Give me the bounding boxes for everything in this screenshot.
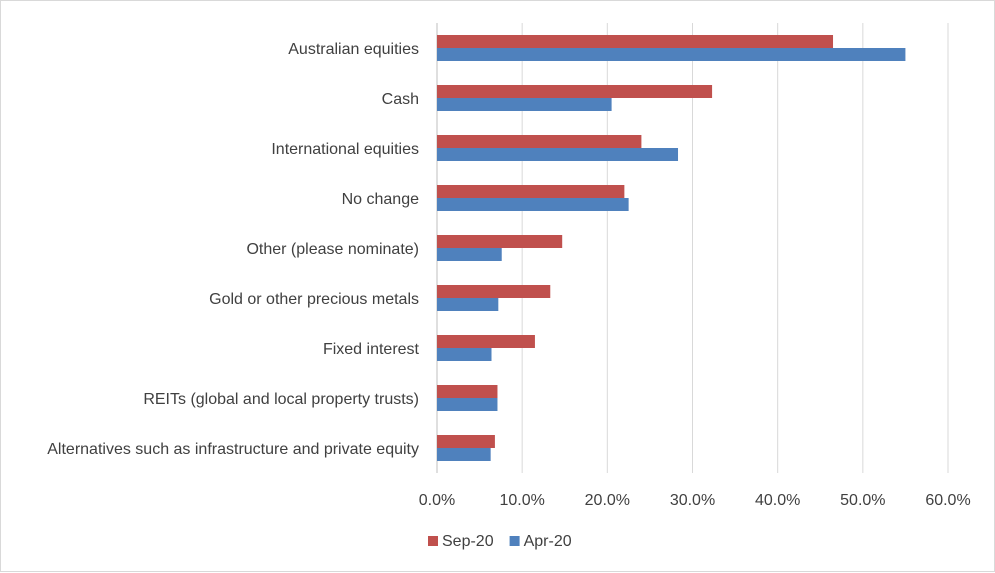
bar-apr-20 [437, 298, 499, 311]
bar-apr-20 [437, 198, 629, 211]
bar-apr-20 [437, 248, 502, 261]
category-label: Cash [382, 91, 419, 108]
bar-sep-20 [437, 35, 834, 48]
bar-sep-20 [437, 385, 498, 398]
x-tick-label: 10.0% [499, 492, 544, 509]
bars [437, 35, 906, 461]
x-tick-labels: 0.0% 10.0% 20.0% 30.0% 40.0% 50.0% 60.0% [419, 492, 971, 509]
legend-swatch [428, 536, 438, 546]
bar-apr-20 [437, 48, 906, 61]
bar-apr-20 [437, 348, 492, 361]
x-tick-label: 20.0% [585, 492, 630, 509]
legend-label: Sep-20 [442, 533, 494, 550]
category-label: REITs (global and local property trusts) [143, 391, 419, 408]
bar-sep-20 [437, 85, 713, 98]
x-tick-label: 40.0% [755, 492, 800, 509]
bar-sep-20 [437, 235, 563, 248]
x-tick-label: 50.0% [840, 492, 885, 509]
legend: Sep-20 Apr-20 [428, 533, 572, 550]
category-label: Other (please nominate) [246, 241, 419, 258]
legend-swatch [509, 536, 520, 546]
category-label: No change [342, 191, 419, 208]
category-label: Alternatives such as infrastructure and … [47, 441, 419, 458]
category-label: Fixed interest [323, 341, 420, 358]
bar-apr-20 [437, 398, 498, 411]
x-tick-label: 0.0% [419, 492, 455, 509]
category-label: International equities [271, 141, 419, 158]
bar-sep-20 [437, 185, 625, 198]
bar-sep-20 [437, 335, 535, 348]
bar-sep-20 [437, 435, 495, 448]
category-labels: Australian equities Cash International equ… [47, 41, 419, 458]
category-label: Gold or other precious metals [209, 291, 419, 308]
bar-apr-20 [437, 448, 491, 461]
bar-apr-20 [437, 148, 679, 161]
category-label: Australian equities [288, 41, 419, 58]
legend-label: Apr-20 [524, 533, 572, 550]
x-tick-label: 60.0% [925, 492, 970, 509]
bar-apr-20 [437, 98, 612, 111]
bar-sep-20 [437, 285, 551, 298]
bar-sep-20 [437, 135, 642, 148]
x-tick-label: 30.0% [670, 492, 715, 509]
